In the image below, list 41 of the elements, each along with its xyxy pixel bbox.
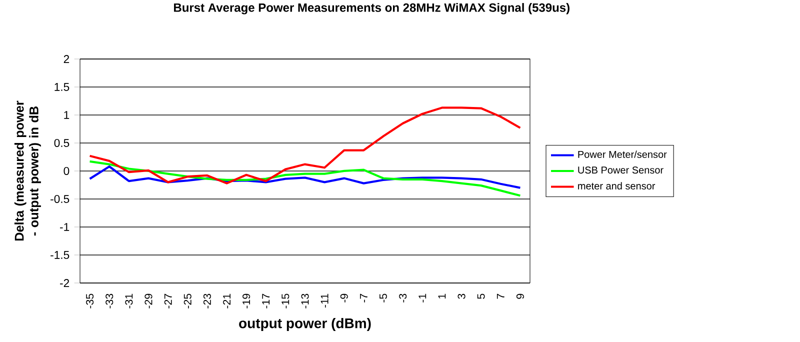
legend-label: Power Meter/sensor [578,150,667,158]
x-tick-label: 1 [438,294,446,299]
x-tick-label: -9 [340,294,348,302]
x-tick-label: -35 [86,294,94,308]
x-tick-label: 7 [496,294,504,299]
x-tick-label: 9 [516,294,524,299]
x-tick-label: 3 [458,294,466,299]
x-tick-label: 5 [477,294,485,299]
x-tick-label: -19 [242,294,250,308]
x-tick-label: -23 [203,294,211,308]
y-tick-label: 0 [64,166,70,175]
y-tick-label: 2 [64,55,70,63]
x-tick-label: -17 [262,294,270,308]
x-tick-label: -13 [301,294,309,308]
x-tick-label: -31 [125,294,133,308]
y-tick-label: 0.5 [54,138,70,147]
y-axis-title: Delta (measured power - output power) in dB [14,100,41,241]
line-series [88,165,522,189]
y-tick-label: 1.5 [54,83,70,91]
chart-title: Burst Average Power Measurements on 28MHz WiMAX Signal (539us) [174,3,570,14]
y-tick-label: -1.5 [50,251,70,259]
x-tick-label: -25 [184,294,192,308]
y-tick-label: -0.5 [50,194,70,203]
x-tick-label: -33 [106,294,114,308]
line-series [88,160,522,197]
x-tick-label: -7 [360,294,368,302]
y-tick-label: 1 [64,111,70,119]
x-tick-label: -15 [282,294,290,308]
x-tick-label: -5 [380,294,387,302]
y-tick-label: -2 [60,279,70,287]
x-tick-label: -27 [164,294,172,308]
x-tick-label: -3 [399,294,407,302]
x-tick-label: -1 [418,294,426,302]
line-series [88,106,522,184]
x-axis-title: output power (dBm) [239,318,371,332]
y-tick-label: -1 [60,223,70,231]
x-tick-label: -29 [144,294,152,308]
legend-label: USB Power Sensor [578,166,664,174]
legend-label: meter and sensor [578,182,656,190]
x-tick-label: -21 [223,294,230,308]
x-tick-label: -11 [320,294,328,308]
